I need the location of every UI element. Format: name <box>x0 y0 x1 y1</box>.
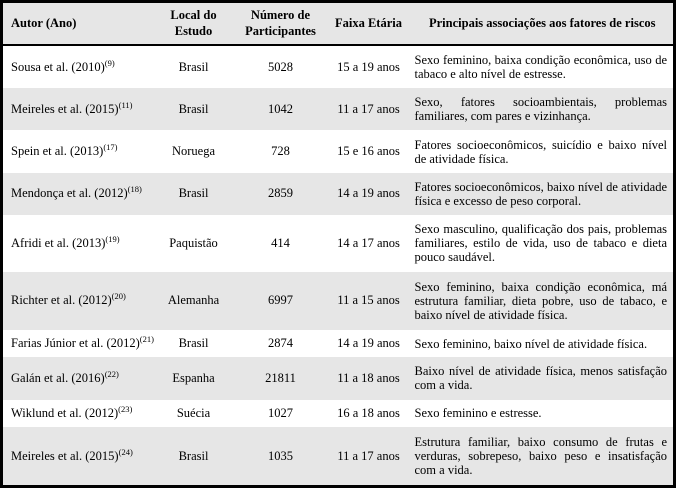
study-location-cell: Paquistão <box>151 214 236 273</box>
author-cell: Meireles et al. (2015)(11) <box>1 88 152 131</box>
author-name: Farias Júnior et al. (2012) <box>11 336 140 351</box>
author-name: Mendonça et al. (2012) <box>11 186 128 201</box>
header-age-range: Faixa Etária <box>325 1 412 47</box>
citation-ref: (21) <box>139 333 154 344</box>
header-study-location: Local do Estudo <box>151 1 236 47</box>
table-body: Sousa et al. (2010)(9) Brasil 5028 15 a 19 … <box>1 45 675 487</box>
age-range-cell: 15 e 16 anos <box>325 130 412 173</box>
citation-ref: (18) <box>127 183 142 194</box>
author-cell: Mendonça et al. (2012)(18) <box>1 172 152 215</box>
participants-cell: 2874 <box>235 329 326 358</box>
table-header: Autor (Ano) Local do Estudo Número de Pa… <box>1 1 675 47</box>
risk-associations-cell: Sexo feminino, baixa condição econômica,… <box>411 272 675 330</box>
participants-cell: 21811 <box>235 357 326 400</box>
age-range-cell: 14 a 17 anos <box>325 214 412 273</box>
citation-ref: (19) <box>105 233 120 244</box>
age-range-cell: 14 a 19 anos <box>325 172 412 215</box>
age-range-cell: 16 a 18 anos <box>325 399 412 428</box>
age-range-cell: 11 a 18 anos <box>325 357 412 400</box>
age-range-cell: 11 a 17 anos <box>325 427 412 487</box>
risk-associations-cell: Sexo, fatores socioambientais, problemas… <box>411 88 675 131</box>
table-row: Richter et al. (2012)(20) Alemanha 6997 11 … <box>1 272 675 330</box>
table-row: Farias Júnior et al. (2012)(21) Brasil 287… <box>1 329 675 358</box>
author-cell: Wiklund et al. (2012)(23) <box>1 399 152 428</box>
participants-cell: 6997 <box>235 272 326 330</box>
citation-ref: (24) <box>118 446 133 457</box>
study-location-cell: Espanha <box>151 357 236 400</box>
header-author: Autor (Ano) <box>1 1 152 47</box>
author-cell: Richter et al. (2012)(20) <box>1 272 152 330</box>
participants-cell: 1027 <box>235 399 326 428</box>
author-cell: Sousa et al. (2010)(9) <box>1 45 152 89</box>
risk-associations-cell: Fatores socioeconômicos, suicídio e baix… <box>411 130 675 173</box>
table-row: Galán et al. (2016)(22) Espanha 21811 11 a … <box>1 357 675 400</box>
citation-ref: (23) <box>118 403 133 414</box>
author-name: Meireles et al. (2015) <box>11 101 119 116</box>
citation-ref: (17) <box>103 141 118 152</box>
study-location-cell: Brasil <box>151 88 236 131</box>
author-cell: Galán et al. (2016)(22) <box>1 357 152 400</box>
age-range-cell: 11 a 15 anos <box>325 272 412 330</box>
participants-cell: 5028 <box>235 45 326 89</box>
participants-cell: 1035 <box>235 427 326 487</box>
age-range-cell: 11 a 17 anos <box>325 88 412 131</box>
citation-ref: (11) <box>118 99 133 110</box>
age-range-cell: 15 a 19 anos <box>325 45 412 89</box>
table-row: Spein et al. (2013)(17) Noruega 728 15 e 16… <box>1 130 675 173</box>
table-row: Meireles et al. (2015)(11) Brasil 1042 11 a… <box>1 88 675 131</box>
study-location-cell: Brasil <box>151 172 236 215</box>
author-name: Wiklund et al. (2012) <box>11 405 119 420</box>
table-row: Wiklund et al. (2012)(23) Suécia 1027 16 a … <box>1 399 675 428</box>
study-location-cell: Suécia <box>151 399 236 428</box>
header-row: Autor (Ano) Local do Estudo Número de Pa… <box>1 1 675 47</box>
study-location-cell: Brasil <box>151 427 236 487</box>
risk-associations-cell: Estrutura familiar, baixo consumo de fru… <box>411 427 675 487</box>
author-cell: Farias Júnior et al. (2012)(21) <box>1 329 154 358</box>
author-name: Spein et al. (2013) <box>11 144 104 159</box>
study-location-cell: Noruega <box>151 130 236 173</box>
risk-associations-cell: Fatores socioeconômicos, baixo nível de … <box>411 172 675 215</box>
study-location-cell: Alemanha <box>151 272 236 330</box>
table-row: Afridi et al. (2013)(19) Paquistão 414 14 a… <box>1 214 675 273</box>
citation-ref: (22) <box>104 368 119 379</box>
risk-associations-cell: Sexo feminino e estresse. <box>411 399 675 428</box>
participants-cell: 1042 <box>235 88 326 131</box>
risk-associations-cell: Sexo feminino, baixa condição econômica,… <box>411 45 675 89</box>
participants-cell: 414 <box>235 214 326 273</box>
table-row: Sousa et al. (2010)(9) Brasil 5028 15 a 19 … <box>1 45 675 89</box>
table-row: Mendonça et al. (2012)(18) Brasil 2859 14 a… <box>1 172 675 215</box>
citation-ref: (20) <box>111 291 126 302</box>
author-name: Sousa et al. (2010) <box>11 59 105 74</box>
author-name: Galán et al. (2016) <box>11 370 105 385</box>
risk-associations-cell: Sexo masculino, qualificação dos pais, p… <box>411 214 675 273</box>
citation-ref: (9) <box>104 57 115 68</box>
author-name: Afridi et al. (2013) <box>11 235 106 250</box>
author-name: Meireles et al. (2015) <box>11 448 119 463</box>
author-name: Richter et al. (2012) <box>11 293 112 308</box>
author-cell: Spein et al. (2013)(17) <box>1 130 152 173</box>
author-cell: Meireles et al. (2015)(24) <box>1 427 152 487</box>
table-row: Meireles et al. (2015)(24) Brasil 1035 11 a… <box>1 427 675 487</box>
header-participants: Número de Participantes <box>235 1 326 47</box>
age-range-cell: 14 a 19 anos <box>325 329 412 358</box>
risk-associations-cell: Baixo nível de atividade física, menos s… <box>411 357 675 400</box>
participants-cell: 2859 <box>235 172 326 215</box>
risk-associations-cell: Sexo feminino, baixo nível de atividade … <box>411 329 675 358</box>
study-location-cell: Brasil <box>151 45 236 89</box>
header-risk-associations: Principais associações aos fatores de ri… <box>411 1 675 47</box>
participants-cell: 728 <box>235 130 326 173</box>
author-cell: Afridi et al. (2013)(19) <box>1 214 152 273</box>
study-location-cell: Brasil <box>151 329 236 358</box>
